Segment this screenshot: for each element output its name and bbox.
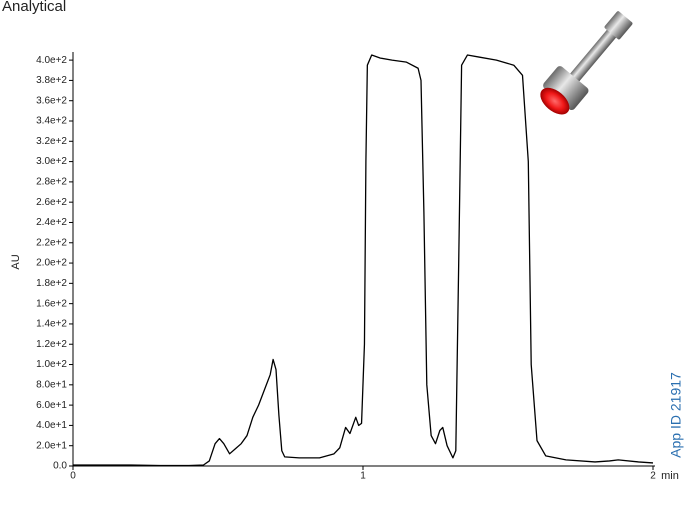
y-tick-label: 1.0e+2 xyxy=(36,359,67,370)
y-tick-label: 1.6e+2 xyxy=(36,298,67,309)
x-tick-label: 2 xyxy=(650,471,656,482)
chart-title: Analytical xyxy=(2,0,66,15)
y-tick-label: 2.6e+2 xyxy=(36,197,67,208)
y-tick-label: 4.0e+1 xyxy=(36,420,67,431)
x-tick-label: 1 xyxy=(360,471,366,482)
y-tick-label: 1.2e+2 xyxy=(36,339,67,350)
y-tick-label: 2.4e+2 xyxy=(36,217,67,228)
y-tick-label: 3.8e+2 xyxy=(36,75,67,86)
y-tick-label: 2.0e+1 xyxy=(36,440,67,451)
y-tick-label: 3.6e+2 xyxy=(36,95,67,106)
x-unit-label: min xyxy=(661,470,679,482)
y-tick-label: 8.0e+1 xyxy=(36,379,67,390)
y-tick-label: 3.4e+2 xyxy=(36,116,67,127)
y-tick-label: 3.0e+2 xyxy=(36,156,67,167)
y-tick-label: 2.8e+2 xyxy=(36,177,67,188)
trace-line xyxy=(73,54,654,467)
column-image xyxy=(540,11,633,115)
y-tick-label: 2.2e+2 xyxy=(36,237,67,248)
y-tick-label: 1.4e+2 xyxy=(36,319,67,330)
annotation: App ID 21917 xyxy=(668,372,684,458)
y-tick-label: 4.0e+2 xyxy=(36,55,67,66)
y-tick-label: 3.2e+2 xyxy=(36,136,67,147)
y-tick-label: 2.0e+2 xyxy=(36,258,67,269)
y-axis-label: AU xyxy=(10,254,22,269)
y-tick-label: 0.0 xyxy=(53,461,67,472)
x-tick-label: 0 xyxy=(70,471,76,482)
y-tick-label: 6.0e+1 xyxy=(36,400,67,411)
y-tick-label: 1.8e+2 xyxy=(36,278,67,289)
